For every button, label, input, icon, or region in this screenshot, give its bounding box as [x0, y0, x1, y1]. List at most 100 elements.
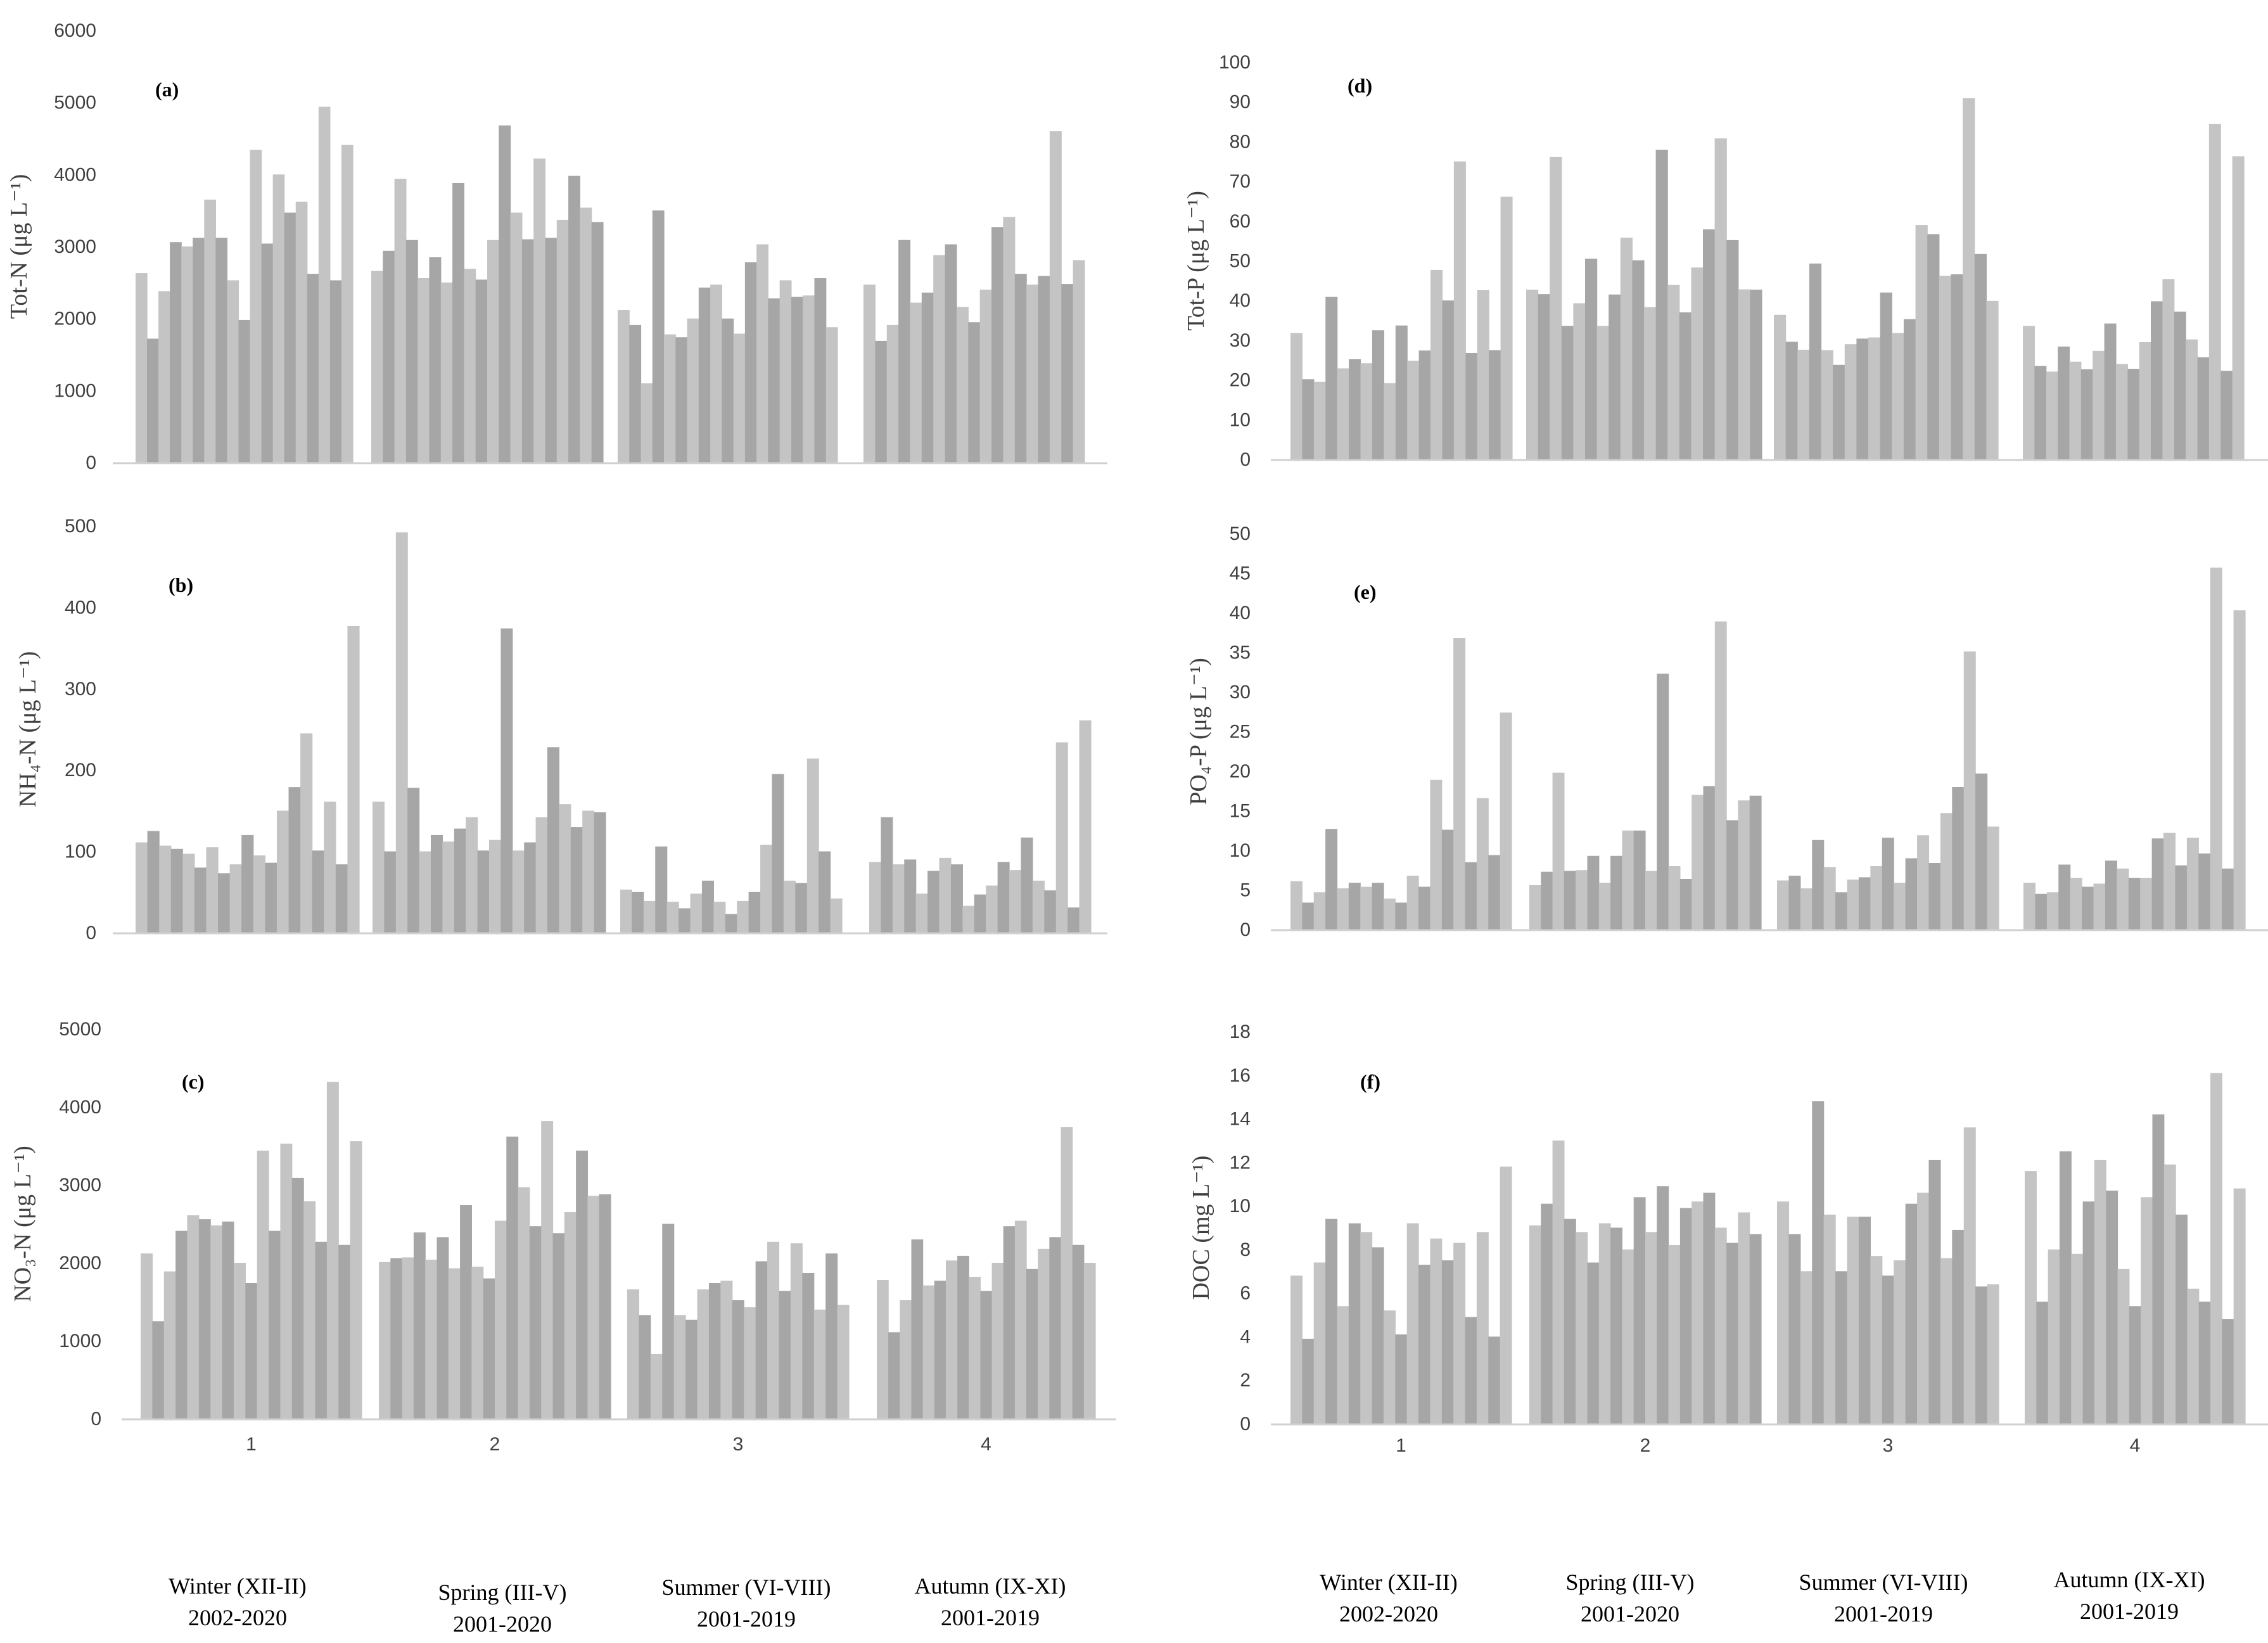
y-tick-label: 100: [65, 841, 96, 862]
bar: [499, 125, 511, 463]
bar: [2117, 1269, 2130, 1424]
bar: [1430, 779, 1443, 930]
y-tick-label: 25: [1230, 722, 1251, 743]
bar: [911, 1239, 924, 1419]
bar: [620, 889, 633, 933]
bar: [1610, 1227, 1622, 1424]
bar: [291, 1177, 304, 1419]
bar: [280, 1143, 293, 1419]
bar: [1290, 1275, 1303, 1424]
bar: [591, 222, 604, 463]
y-axis-label: Tot-N (μg L⁻¹): [6, 174, 32, 319]
bar: [1564, 871, 1576, 930]
bar: [2117, 868, 2129, 930]
y-tick-label: 50: [1230, 523, 1251, 544]
panel-label: (e): [1354, 580, 1377, 603]
bar: [2220, 371, 2233, 459]
bar: [685, 1319, 698, 1419]
bar: [1633, 830, 1646, 930]
bar: [2222, 1319, 2234, 1424]
season-years: 2001-2020: [1581, 1601, 1679, 1627]
bar: [892, 864, 905, 933]
bar: [350, 1141, 362, 1419]
bar: [1067, 907, 1080, 933]
bar: [627, 1289, 640, 1419]
y-tick-label: 16: [1230, 1065, 1251, 1086]
bar: [713, 902, 726, 933]
bar: [690, 893, 703, 933]
y-tick-label: 12: [1230, 1152, 1251, 1173]
bar: [2128, 878, 2141, 930]
bar: [193, 238, 205, 463]
bar: [1800, 1271, 1812, 1424]
bar: [1337, 1306, 1349, 1424]
bar: [755, 1261, 768, 1419]
bar: [136, 842, 148, 933]
bar: [1823, 1214, 1836, 1424]
bar: [1668, 1245, 1681, 1424]
bar: [991, 1263, 1004, 1419]
bar: [744, 262, 757, 463]
bar: [1620, 238, 1633, 459]
bar: [2129, 1306, 2141, 1424]
x-tick-label: 2: [1640, 1435, 1651, 1456]
bar: [2071, 1253, 2084, 1424]
bar: [1726, 1243, 1738, 1424]
bar: [1561, 326, 1574, 459]
bar: [1963, 1127, 1976, 1424]
bar: [1290, 881, 1303, 930]
y-tick-label: 15: [1230, 801, 1251, 822]
season-name: Spring (III-V): [438, 1580, 567, 1605]
season-years: 2001-2020: [453, 1611, 552, 1637]
bar: [448, 1268, 461, 1419]
bar: [222, 1221, 234, 1419]
bar: [1529, 1225, 1541, 1424]
bar: [2058, 864, 2071, 930]
bar: [1894, 1260, 1906, 1424]
bar: [732, 1300, 744, 1419]
bar: [241, 834, 254, 933]
bar: [863, 284, 876, 463]
bar: [1928, 863, 1941, 930]
bar: [1465, 1317, 1477, 1424]
bar: [2174, 311, 2186, 459]
bar: [779, 280, 792, 463]
bar: [2210, 567, 2222, 930]
y-tick-label: 8: [1240, 1239, 1251, 1260]
x-tick-label: 2: [490, 1434, 500, 1455]
bar: [181, 246, 193, 463]
bar: [2162, 279, 2175, 459]
bar: [687, 318, 699, 463]
bar: [1928, 1160, 1941, 1424]
season-name: Spring (III-V): [1565, 1569, 1695, 1595]
bar: [737, 900, 749, 933]
bar: [1679, 879, 1692, 930]
bar: [904, 859, 917, 933]
bar: [512, 850, 525, 933]
bar: [1892, 333, 1904, 459]
bar: [819, 851, 831, 933]
bar: [1844, 344, 1857, 459]
bar: [814, 278, 827, 463]
season-years: 2001-2019: [2080, 1599, 2179, 1624]
bar: [2036, 1301, 2049, 1424]
bar: [2152, 1114, 2165, 1424]
bar: [767, 1241, 780, 1419]
bar: [956, 307, 969, 463]
bar: [825, 327, 838, 463]
bar: [1738, 289, 1750, 459]
bar: [662, 1224, 675, 1419]
bar: [163, 1271, 176, 1419]
bar: [147, 338, 159, 463]
bar: [915, 893, 928, 933]
bar: [1418, 1264, 1431, 1424]
bar: [307, 274, 319, 463]
bar: [1963, 651, 1976, 930]
bar: [1632, 260, 1645, 459]
bar: [204, 200, 216, 463]
bar: [1441, 1260, 1454, 1424]
bar: [2151, 838, 2164, 930]
bar: [347, 625, 360, 933]
bar: [1360, 363, 1373, 459]
bar: [2163, 1164, 2176, 1424]
